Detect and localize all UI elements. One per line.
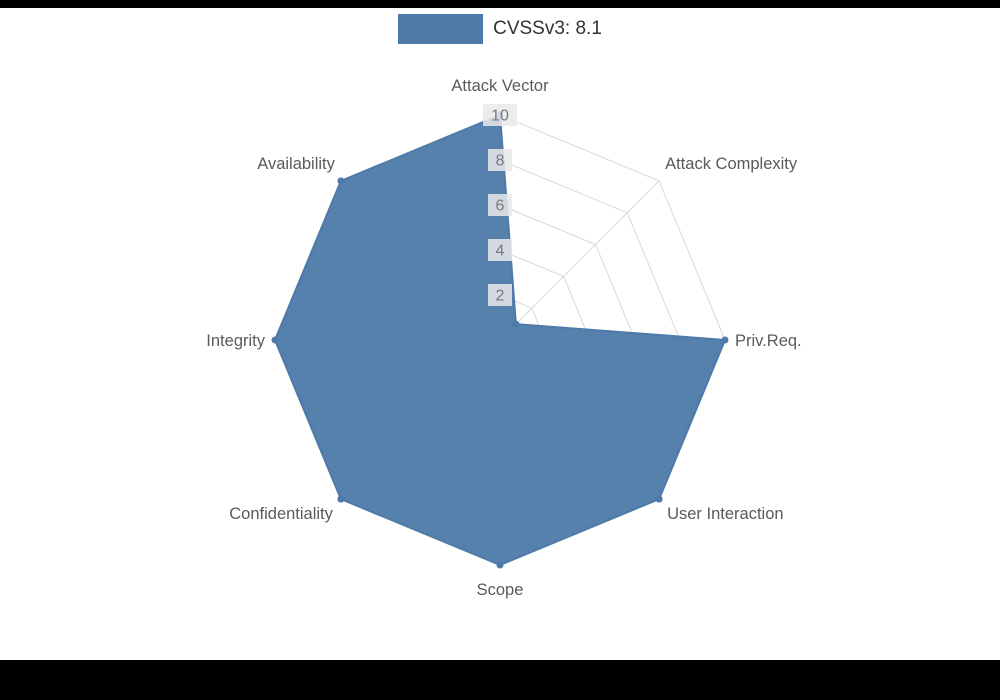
tick-label-bg bbox=[483, 104, 517, 126]
data-point bbox=[496, 561, 504, 569]
axis-label: Attack Vector bbox=[451, 77, 549, 95]
tick-label: 4 bbox=[496, 243, 505, 260]
tick-label: 6 bbox=[496, 198, 505, 215]
data-point bbox=[655, 495, 663, 503]
tick-label: 8 bbox=[496, 153, 505, 170]
axis-label: Scope bbox=[477, 581, 524, 599]
tick-label-bg bbox=[488, 239, 512, 261]
axis-label: Availability bbox=[257, 155, 335, 173]
data-point bbox=[512, 320, 520, 328]
tick-label-bg bbox=[488, 194, 512, 216]
tick-label: 10 bbox=[491, 108, 509, 125]
radar-chart: 2 4 6 8 10 Attack Vector Attack Complexity Priv… bbox=[206, 77, 802, 599]
data-point bbox=[337, 495, 345, 503]
tick-label-bg bbox=[488, 149, 512, 171]
data-point bbox=[271, 336, 279, 344]
axis-label: Priv.Req. bbox=[735, 332, 802, 350]
axis-label: Integrity bbox=[206, 332, 265, 350]
axis-label: Confidentiality bbox=[229, 505, 333, 523]
tick-label-bg bbox=[488, 284, 512, 306]
tick-label: 2 bbox=[496, 288, 505, 305]
data-point bbox=[337, 177, 345, 185]
grid-spoke bbox=[499, 180, 660, 341]
legend-label: CVSSv3: 8.1 bbox=[493, 18, 602, 39]
legend-swatch bbox=[398, 14, 484, 44]
legend: CVSSv3: 8.1 bbox=[0, 14, 1000, 44]
axis-label: Attack Complexity bbox=[665, 155, 798, 173]
data-point bbox=[721, 336, 729, 344]
axis-label: User Interaction bbox=[667, 505, 783, 523]
chart-canvas: CVSSv3: 8.1 2 4 6 8 10 Attack Vector Attack Co… bbox=[0, 8, 1000, 660]
